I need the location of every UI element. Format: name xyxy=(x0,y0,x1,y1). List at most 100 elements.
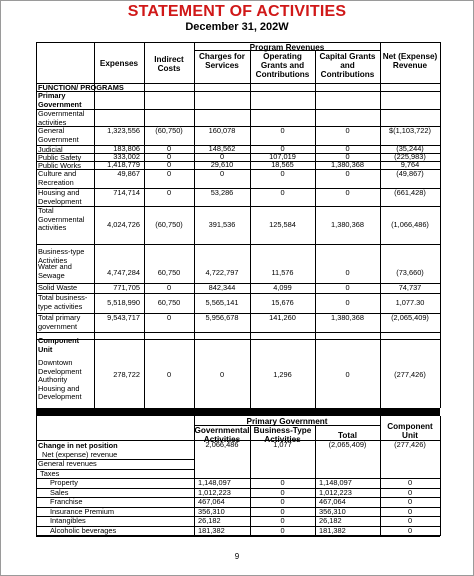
tax-value: 26,182 xyxy=(198,516,221,525)
expenses-header: Expenses xyxy=(99,59,139,68)
column-rule xyxy=(36,42,37,408)
row-rule xyxy=(36,188,440,189)
bottom-column-rule xyxy=(315,425,316,536)
general-revenues-label: General revenues xyxy=(38,459,97,468)
component-gap-rule xyxy=(36,332,440,333)
row-value: 1,380,368 xyxy=(331,160,364,169)
tax-value: 0 xyxy=(407,478,413,487)
tax-value: 1,148,097 xyxy=(198,478,231,487)
tax-value: 1,012,223 xyxy=(319,487,352,497)
row-rule xyxy=(36,153,440,154)
row-value: 278,722 xyxy=(113,370,140,379)
statement-date: December 31, 202W xyxy=(185,21,289,33)
tax-value: 0 xyxy=(280,506,285,516)
column-rule xyxy=(250,50,251,408)
primary-gov-rule xyxy=(194,425,380,426)
row-value: 5,518,990 xyxy=(107,298,140,307)
row-value: 714,714 xyxy=(113,188,140,197)
row-value: 0 xyxy=(345,169,350,178)
row-value: 1,418,779 xyxy=(107,160,140,169)
taxes-rule xyxy=(36,478,194,479)
tax-row-rule xyxy=(36,525,440,527)
tax-label: Franchise xyxy=(50,497,83,506)
bottom-header-rule xyxy=(36,440,440,441)
operating-grants-header: Operating Grants and Contributions xyxy=(255,52,310,79)
tax-value: 26,182 xyxy=(319,516,342,525)
row-rule xyxy=(36,283,440,284)
row-value: 4,747,284 xyxy=(107,267,140,277)
row-label: Total Governmental activities xyxy=(38,206,85,233)
row-value: 0 xyxy=(166,188,172,197)
row-label: Governmental activities xyxy=(38,109,85,127)
row-value: 60,750 xyxy=(157,267,181,277)
business-type-activities-header: Business-Type Activities xyxy=(253,426,312,444)
row-value: 0 xyxy=(345,298,350,307)
row-label: Culture and Recreation xyxy=(38,169,77,187)
row-value: 49,867 xyxy=(117,169,140,178)
row-value: 0 xyxy=(166,283,172,292)
change-value: (277,426) xyxy=(394,440,426,449)
row-value: 0 xyxy=(166,169,172,178)
row-value: 1,380,368 xyxy=(331,220,364,229)
tax-row-rule xyxy=(36,516,440,517)
row-value: 53,286 xyxy=(210,188,234,197)
tax-value: 1,148,097 xyxy=(319,478,352,487)
column-rule xyxy=(380,42,381,408)
row-value: 15,676 xyxy=(271,298,294,307)
tax-row-rule xyxy=(36,487,440,489)
row-label: Solid Waste xyxy=(38,283,78,292)
row-value: 0 xyxy=(345,144,350,153)
tax-value: 0 xyxy=(280,525,285,535)
component-unit-header: Component Unit xyxy=(387,422,433,440)
change-value: 1,077 xyxy=(273,440,292,449)
row-value: 4,722,797 xyxy=(205,267,239,277)
row-value: 1,380,368 xyxy=(331,313,364,322)
table-top-border xyxy=(36,42,440,43)
tax-value: 356,310 xyxy=(319,506,346,516)
row-value: 9,764 xyxy=(400,160,420,169)
row-value: 125,584 xyxy=(269,220,296,229)
change-value: (2,065,409) xyxy=(328,440,367,449)
component-top-rule xyxy=(36,339,440,340)
tax-label: Sales xyxy=(50,487,69,497)
row-value: 18,565 xyxy=(271,160,294,169)
row-label: Total business-type activities xyxy=(38,293,88,311)
row-value: 183,806 xyxy=(113,144,140,153)
general-rev-rule xyxy=(36,469,194,470)
row-value: 0 xyxy=(219,169,225,178)
change-in-net-position-label: Change in net position xyxy=(38,441,118,450)
column-rule xyxy=(315,50,316,408)
row-value: (661,428) xyxy=(394,188,426,197)
row-label: Housing and Development xyxy=(38,188,82,206)
row-label: Water and Sewage xyxy=(38,262,72,280)
row-value: 148,562 xyxy=(208,144,236,153)
business-gap-top-rule xyxy=(36,244,440,245)
tax-label: Property xyxy=(50,478,78,487)
row-value: 0 xyxy=(345,370,350,379)
tax-value: 1,012,223 xyxy=(198,487,231,497)
row-value: $(1,103,722) xyxy=(389,126,431,135)
row-rule xyxy=(36,161,440,162)
row-rule xyxy=(36,145,440,146)
row-value: 391,536 xyxy=(208,220,236,229)
row-value: (277,426) xyxy=(394,370,426,379)
row-value: 60,750 xyxy=(157,298,181,307)
tax-label: Alcoholic beverages xyxy=(50,525,117,535)
row-rule xyxy=(36,169,440,170)
function-programs-label: FUNCTION/ PROGRAMS xyxy=(38,82,124,92)
tax-value: 0 xyxy=(407,506,413,516)
row-label: Downtown Development Authority Housing a… xyxy=(38,358,82,402)
program-revenues-rule xyxy=(194,50,380,51)
row-value: 4,099 xyxy=(273,283,292,292)
row-value: (49,867) xyxy=(396,169,424,178)
row-value: (35,244) xyxy=(396,144,424,153)
row-value: 74,737 xyxy=(398,283,422,292)
row-value: 0 xyxy=(280,169,285,178)
program-revenues-header: Program Revenues xyxy=(249,43,325,52)
tax-label: Insurance Premium xyxy=(50,506,115,516)
row-value: 141,260 xyxy=(269,313,296,322)
row-rule xyxy=(36,313,440,314)
bottom-column-rule xyxy=(36,416,37,536)
row-value: 0 xyxy=(345,267,350,277)
row-rule xyxy=(36,126,440,127)
